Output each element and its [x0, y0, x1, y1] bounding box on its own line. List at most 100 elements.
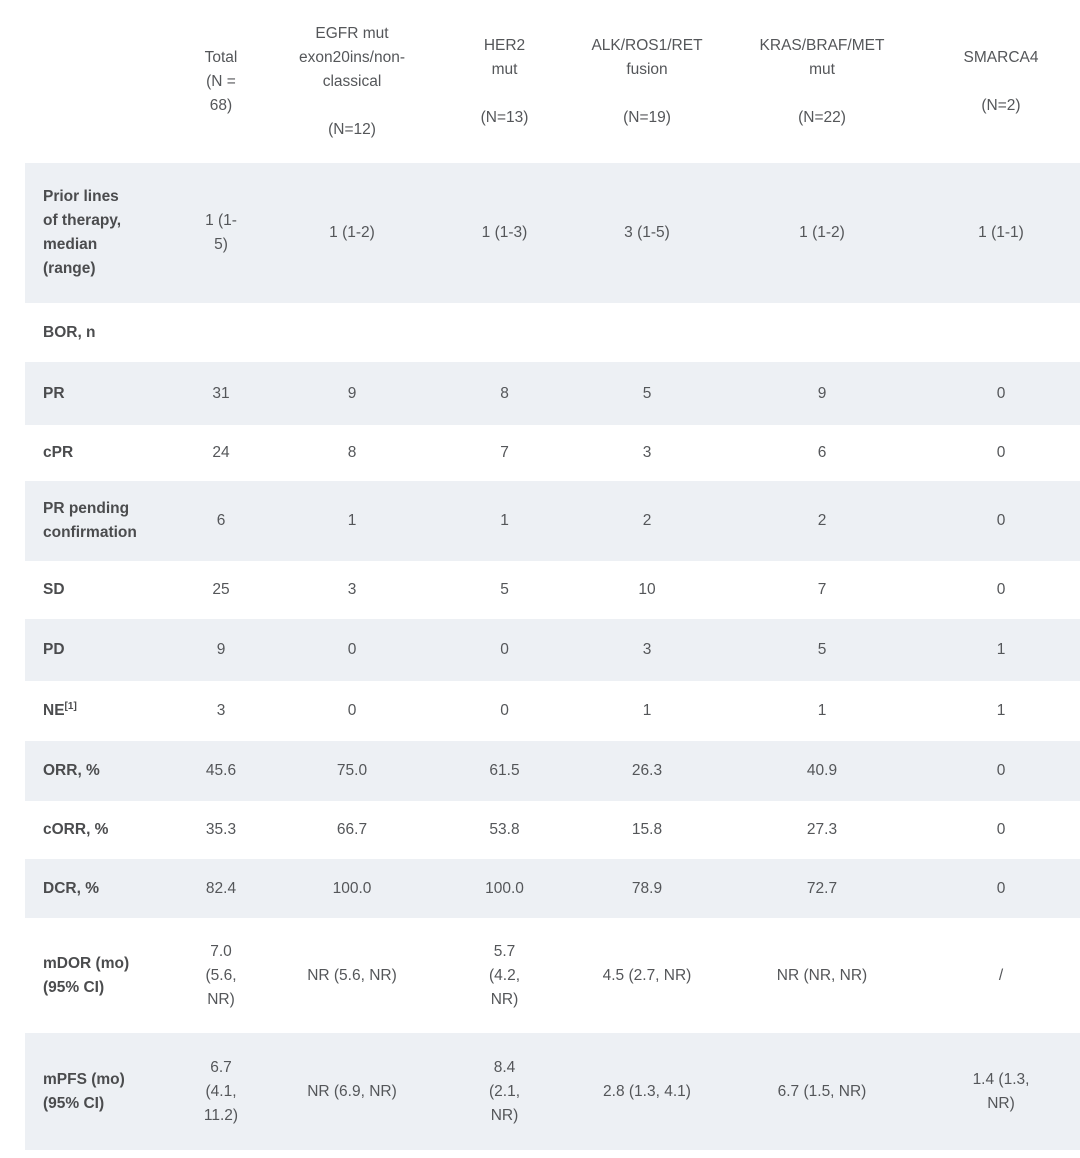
cell-pd-alk-ros1-ret: 3 — [572, 619, 722, 681]
cell-value: 6.7 (4.1, 11.2) — [203, 1058, 239, 1124]
cell-prior-lines-kras-braf-met: 1 (1-2) — [722, 163, 922, 303]
cell-prior-lines-smarca4: 1 (1-1) — [922, 163, 1080, 303]
cell-value: 5.7 (4.2, NR) — [488, 942, 520, 1008]
table-row-prior-lines: Prior lines of therapy, median (range) 1 … — [25, 163, 1080, 303]
table-row-dcr: DCR, % 82.4 100.0 100.0 78.9 72.7 0 — [25, 859, 1080, 918]
cell-value: 1 — [642, 702, 652, 719]
table-row-pr: PR 31 9 8 5 9 0 — [25, 362, 1080, 425]
table-row-mpfs: mPFS (mo) (95% CI) 6.7 (4.1, 11.2) NR (6.9… — [25, 1033, 1080, 1150]
cell-value: 1.4 (1.3, NR) — [972, 1070, 1030, 1112]
cell-pr-kras-braf-met: 9 — [722, 362, 922, 425]
cell-value: 7 — [817, 581, 827, 598]
cell-dcr-alk-ros1-ret: 78.9 — [572, 859, 722, 918]
cell-value: 75.0 — [336, 762, 368, 779]
cell-bor-n-alk-ros1-ret — [572, 303, 722, 362]
row-label-text: mPFS (mo) (95% CI) — [43, 1070, 125, 1112]
row-label-text: NE — [43, 702, 65, 719]
cell-ne-smarca4: 1 — [922, 681, 1080, 741]
cell-orr-alk-ros1-ret: 26.3 — [572, 741, 722, 801]
row-label-pd: PD — [25, 619, 175, 681]
table-row-bor-n: BOR, n — [25, 303, 1080, 362]
cell-value: 1 — [996, 702, 1006, 719]
cell-value: 1 (1- 5) — [205, 212, 237, 253]
row-label-text: PR — [43, 384, 65, 402]
cell-value: 40.9 — [806, 762, 838, 779]
cell-value: 100.0 — [332, 879, 372, 897]
cell-corr-smarca4: 0 — [922, 801, 1080, 859]
cell-pd-kras-braf-met: 5 — [722, 619, 922, 681]
cell-corr-her2: 53.8 — [437, 801, 572, 859]
cell-value: 0 — [347, 702, 357, 719]
cell-sd-total: 25 — [175, 561, 267, 619]
cell-mpfs-kras-braf-met: 6.7 (1.5, NR) — [722, 1033, 922, 1150]
cell-value: 2 — [642, 512, 652, 529]
cell-value: 0 — [996, 762, 1006, 779]
cell-cpr-total: 24 — [175, 425, 267, 481]
results-table: Total (N = 68) EGFR mut exon20ins/non- cl… — [25, 0, 1080, 1150]
cell-value: 0 — [500, 641, 509, 658]
cell-pr-pending-egfr: 1 — [267, 481, 437, 561]
cell-pd-smarca4: 1 — [922, 619, 1080, 681]
row-label-header — [25, 0, 175, 163]
row-label-text: mDOR (mo) (95% CI) — [43, 954, 130, 996]
cell-pr-pending-smarca4: 0 — [922, 481, 1080, 561]
cell-value: 2 — [817, 512, 827, 529]
cell-bor-n-kras-braf-met — [722, 303, 922, 362]
cell-value: NR (5.6, NR) — [307, 966, 397, 984]
cell-pr-pending-total: 6 — [175, 481, 267, 561]
row-label-pr-pending: PR pending confirmation — [25, 481, 175, 561]
cell-value: 3 — [347, 581, 357, 598]
footnote-marker: [1] — [64, 700, 77, 712]
table-body: Prior lines of therapy, median (range) 1 … — [25, 163, 1080, 1150]
cell-value: 53.8 — [489, 821, 520, 838]
cell-cpr-smarca4: 0 — [922, 425, 1080, 481]
table-row-sd: SD 25 3 5 10 7 0 — [25, 561, 1080, 619]
row-label-sd: SD — [25, 561, 175, 619]
table-row-cpr: cPR 24 8 7 3 6 0 — [25, 425, 1080, 481]
cell-ne-alk-ros1-ret: 1 — [572, 681, 722, 741]
cell-orr-smarca4: 0 — [922, 741, 1080, 801]
cell-value: 15.8 — [631, 821, 663, 838]
column-header-egfr: EGFR mut exon20ins/non- classical (N=12) — [267, 0, 437, 163]
cell-value: 2.8 (1.3, 4.1) — [603, 1082, 691, 1100]
table-row-pr-pending: PR pending confirmation 6 1 1 2 2 0 — [25, 481, 1080, 561]
cell-value: 66.7 — [336, 821, 368, 838]
cell-pd-egfr: 0 — [267, 619, 437, 681]
cell-value: 8 — [347, 444, 357, 461]
cell-value: 5 — [817, 641, 827, 658]
cell-dcr-smarca4: 0 — [922, 859, 1080, 918]
cell-dcr-egfr: 100.0 — [267, 859, 437, 918]
row-label-text: BOR, n — [43, 323, 96, 341]
cell-ne-kras-braf-met: 1 — [722, 681, 922, 741]
row-label-bor-n: BOR, n — [25, 303, 175, 362]
cell-value: 3 — [216, 702, 226, 719]
cell-value: 1 — [996, 641, 1006, 658]
cell-value: 61.5 — [489, 762, 520, 779]
cell-value: / — [998, 966, 1004, 984]
cell-mpfs-alk-ros1-ret: 2.8 (1.3, 4.1) — [572, 1033, 722, 1150]
cell-ne-total: 3 — [175, 681, 267, 741]
cell-pr-pending-her2: 1 — [437, 481, 572, 561]
cell-bor-n-egfr — [267, 303, 437, 362]
row-label-text: PR pending confirmation — [43, 500, 137, 541]
table-row-ne: NE[1] 3 0 0 1 1 1 — [25, 681, 1080, 741]
cell-value: 5 — [642, 384, 652, 402]
cell-corr-kras-braf-met: 27.3 — [722, 801, 922, 859]
cell-pr-total: 31 — [175, 362, 267, 425]
cell-value: 8 — [500, 384, 509, 402]
cell-value: 6 — [216, 512, 226, 529]
cell-value: 8.4 (2.1, NR) — [488, 1058, 520, 1124]
cell-mdor-kras-braf-met: NR (NR, NR) — [722, 918, 922, 1033]
row-label-mdor: mDOR (mo) (95% CI) — [25, 918, 175, 1033]
cell-value: 45.6 — [205, 762, 237, 779]
table-row-mdor: mDOR (mo) (95% CI) 7.0 (5.6, NR) NR (5.6, … — [25, 918, 1080, 1033]
cell-value: 9 — [216, 641, 226, 658]
table-row-pd: PD 9 0 0 3 5 1 — [25, 619, 1080, 681]
cell-value: 0 — [996, 879, 1006, 897]
cell-value: 0 — [996, 512, 1006, 529]
column-header-total: Total (N = 68) — [175, 0, 267, 163]
cell-value: 0 — [996, 444, 1006, 461]
cell-value: 5 — [500, 581, 509, 598]
cell-sd-kras-braf-met: 7 — [722, 561, 922, 619]
cell-cpr-kras-braf-met: 6 — [722, 425, 922, 481]
